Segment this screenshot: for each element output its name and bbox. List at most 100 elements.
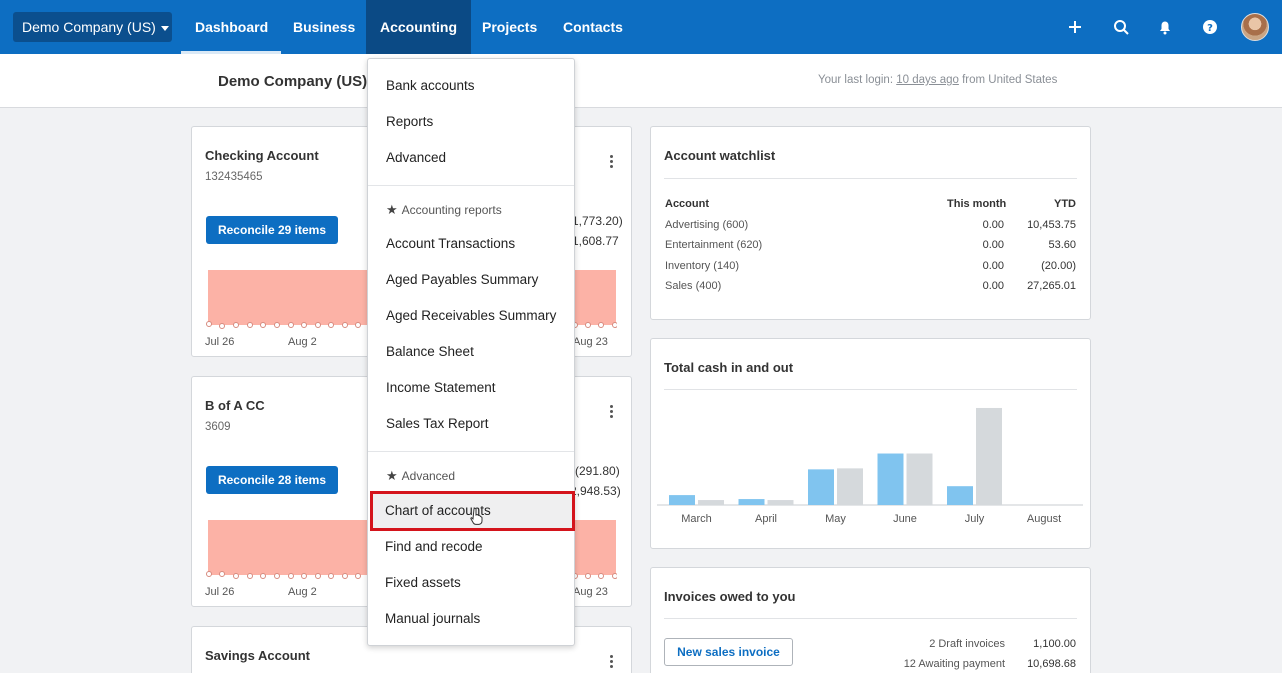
user-avatar[interactable] (1241, 13, 1269, 41)
menu-item-manual-journals[interactable]: Manual journals (385, 611, 481, 626)
bofa-xero-balance: (2,948.53) (566, 484, 621, 498)
cash-bar-july-series-2 (976, 407, 1002, 505)
cash-x-label: April (755, 513, 777, 525)
divider (664, 178, 1077, 179)
divider (664, 618, 1077, 619)
bofa-x-label: Jul 26 (205, 586, 235, 598)
bofa-reconcile-button[interactable]: Reconcile 28 items (206, 466, 338, 494)
menu-heading-advanced: ★ Advanced (386, 468, 456, 483)
watchlist-row-ytd: 10,453.75 (1027, 219, 1076, 231)
search-icon[interactable] (1108, 14, 1134, 40)
checking-account-title[interactable]: Checking Account (205, 148, 319, 163)
cash-bar-chart: March April May June July August (657, 407, 1083, 525)
cash-bar-june-series-2 (906, 453, 933, 505)
cash-bar-may-series-1 (808, 469, 834, 505)
watchlist-row-ytd: 27,265.01 (1027, 280, 1076, 292)
bofa-number: 3609 (205, 421, 231, 433)
bell-icon[interactable] (1152, 14, 1178, 40)
savings-account-title[interactable]: Savings Account (205, 648, 310, 663)
bofa-x-label: Aug 23 (573, 586, 608, 598)
nav-dashboard[interactable]: Dashboard (180, 0, 282, 54)
draft-invoices-link[interactable]: 2 Draft invoices (929, 638, 1005, 650)
invoices-title: Invoices owed to you (664, 589, 796, 604)
watchlist-row-month: 0.00 (982, 219, 1004, 231)
awaiting-payment-link[interactable]: 12 Awaiting payment (903, 658, 1005, 670)
cash-x-label: June (893, 513, 917, 525)
checking-statement-balance: (1,773.20) (568, 214, 623, 228)
menu-item-aged-receivables[interactable]: Aged Receivables Summary (386, 308, 557, 323)
bofa-more-icon[interactable] (608, 405, 614, 421)
help-icon[interactable]: ? (1197, 14, 1223, 40)
menu-separator (368, 185, 574, 186)
watchlist-row-account[interactable]: Sales (400) (665, 280, 722, 292)
checking-reconcile-button[interactable]: Reconcile 29 items (206, 216, 338, 244)
organisation-switcher[interactable]: Demo Company (US) (13, 12, 172, 42)
menu-item-reports[interactable]: Reports (386, 114, 434, 129)
cash-x-label: March (681, 513, 712, 525)
menu-item-income-statement[interactable]: Income Statement (386, 380, 496, 395)
cash-bar-june-series-1 (877, 453, 904, 505)
watchlist-row-account[interactable]: Entertainment (620) (665, 239, 763, 251)
svg-text:?: ? (1207, 23, 1213, 34)
watchlist-row-account[interactable]: Advertising (600) (665, 219, 749, 231)
bofa-x-label: Aug 2 (288, 586, 317, 598)
org-label: Demo Company (US) (22, 19, 156, 35)
checking-account-number: 132435465 (205, 171, 263, 183)
cash-bar-may-series-2 (837, 468, 863, 505)
cash-bar-april-series-2 (767, 500, 794, 505)
menu-item-balance-sheet[interactable]: Balance Sheet (386, 344, 474, 359)
nav-accounting[interactable]: Accounting (366, 0, 471, 54)
menu-item-chart-of-accounts[interactable]: Chart of accounts (385, 503, 491, 518)
watchlist-header-ytd: YTD (1054, 198, 1076, 210)
plus-icon[interactable] (1062, 14, 1088, 40)
watchlist-row-ytd: (20.00) (1041, 260, 1076, 272)
nav-contacts[interactable]: Contacts (563, 19, 623, 35)
checking-x-label: Aug 2 (288, 336, 317, 348)
checking-x-label: Aug 23 (573, 336, 608, 348)
hand-cursor-icon (470, 507, 483, 525)
cash-bar-march-series-1 (669, 495, 695, 505)
cash-x-label: July (965, 513, 985, 525)
draft-invoices-amount: 1,100.00 (1033, 638, 1076, 650)
watchlist-row-month: 0.00 (982, 280, 1004, 292)
menu-item-fixed-assets[interactable]: Fixed assets (385, 575, 461, 590)
bofa-title[interactable]: B of A CC (205, 398, 265, 413)
watchlist-title: Account watchlist (664, 148, 776, 163)
cash-in-out-card (650, 338, 1091, 549)
menu-item-sales-tax-report[interactable]: Sales Tax Report (386, 416, 489, 431)
savings-more-icon[interactable] (608, 655, 614, 671)
menu-item-aged-payables[interactable]: Aged Payables Summary (386, 272, 539, 287)
last-login-info: Your last login: 10 days ago from United… (818, 74, 1058, 86)
bofa-statement-balance: (291.80) (575, 464, 620, 478)
chevron-down-icon (160, 25, 169, 31)
awaiting-payment-amount: 10,698.68 (1027, 658, 1076, 670)
watchlist-header-month: This month (947, 198, 1007, 210)
cash-bar-april-series-1 (738, 499, 765, 505)
star-icon[interactable]: ★ (386, 202, 398, 217)
menu-item-account-transactions[interactable]: Account Transactions (386, 236, 516, 251)
divider (664, 389, 1077, 390)
menu-separator (368, 451, 574, 452)
menu-item-find-and-recode[interactable]: Find and recode (385, 539, 483, 554)
nav-business[interactable]: Business (293, 19, 356, 35)
page-title: Demo Company (US) (218, 73, 368, 90)
star-icon[interactable]: ★ (386, 468, 398, 483)
watchlist-row-month: 0.00 (982, 239, 1004, 251)
new-sales-invoice-button[interactable]: New sales invoice (664, 638, 793, 666)
checking-xero-balance: 1,608.77 (572, 234, 619, 248)
menu-item-advanced[interactable]: Advanced (386, 150, 447, 165)
checking-more-icon[interactable] (608, 155, 614, 171)
cash-x-label: August (1027, 513, 1061, 525)
watchlist-row-month: 0.00 (982, 260, 1004, 272)
last-login-link[interactable]: 10 days ago (896, 74, 959, 86)
menu-item-bank-accounts[interactable]: Bank accounts (386, 78, 475, 93)
cash-bar-march-series-2 (698, 500, 724, 505)
accounting-menu: Bank accounts Reports Advanced ★ Accounti… (367, 58, 575, 646)
watchlist-row-account[interactable]: Inventory (140) (665, 260, 739, 272)
highlight-chart-of-accounts (370, 491, 575, 531)
cash-x-label: May (825, 513, 846, 525)
nav-projects[interactable]: Projects (482, 19, 538, 35)
account-watchlist-card (650, 126, 1091, 320)
page-header (0, 54, 1282, 108)
cash-bar-july-series-1 (947, 486, 973, 505)
